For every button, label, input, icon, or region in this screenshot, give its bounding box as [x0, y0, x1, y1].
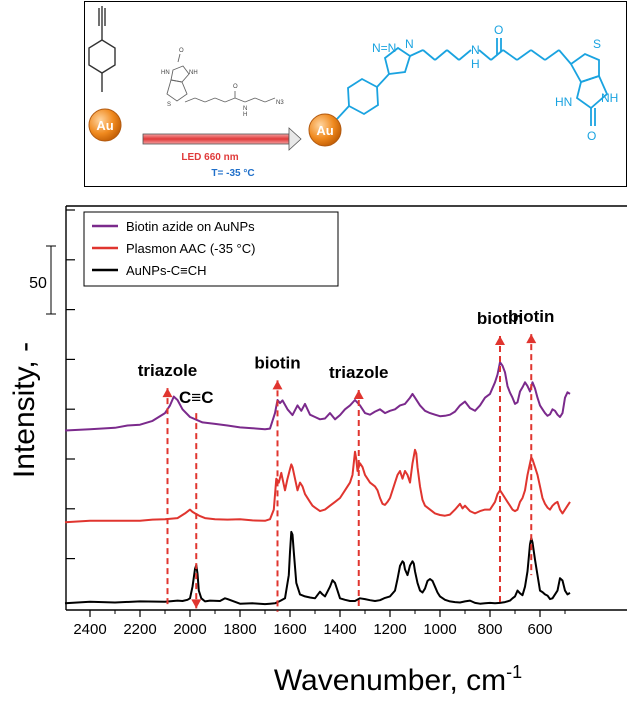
- reaction-arrow: [142, 127, 302, 151]
- thiophane-ring: [569, 52, 600, 84]
- annotation-arrowhead: [191, 599, 202, 609]
- product-atom-labels: N=N N N H O S HN NH O: [372, 23, 618, 143]
- reagent-atom-o2: O: [233, 84, 238, 90]
- x-axis-ticks: 2400 2200 2000 1800 1600 1400 1200 1000 800 600: [73, 610, 566, 638]
- triazole-ring: [383, 46, 412, 75]
- x-tick-label: 1200: [373, 621, 406, 638]
- reagent-atom-n3: N3: [276, 100, 284, 106]
- x-tick-label: 800: [477, 621, 502, 638]
- product-structure: [336, 38, 609, 126]
- au-label-right: Au: [316, 123, 333, 138]
- reaction-scheme: Au O HN NH S O N H N3: [84, 1, 627, 187]
- annotation-arrowhead: [495, 336, 505, 345]
- annotation-label: C≡C: [179, 388, 213, 407]
- legend: Biotin azide on AuNPs Plasmon AAC (-35 °C…: [83, 211, 339, 287]
- x-axis-label-superscript: -1: [506, 662, 522, 682]
- reagent-atom-o: O: [179, 48, 184, 54]
- au-label: Au: [96, 118, 113, 133]
- legend-label: Plasmon AAC (-35 °C): [126, 241, 255, 256]
- scale-bar-label: 50: [29, 275, 47, 292]
- reagent-atom-h: H: [243, 112, 247, 118]
- au-nanoparticle-right: Au: [308, 113, 342, 147]
- x-tick-label: 1400: [323, 621, 356, 638]
- ethynylbenzene-structure: [88, 6, 116, 92]
- annotation-label: biotin: [477, 309, 523, 328]
- x-tick-label: 600: [527, 621, 552, 638]
- au-nanoparticle-left: Au: [88, 108, 122, 142]
- product-atom-n: N: [405, 37, 414, 51]
- legend-label: AuNPs-C≡CH: [126, 263, 207, 278]
- product-atom-s: S: [593, 37, 601, 51]
- annotation-label: biotin: [254, 353, 300, 372]
- y-axis-ticks: [66, 209, 75, 560]
- x-tick-label: 2200: [123, 621, 156, 638]
- annotation-arrowhead: [353, 390, 364, 399]
- product-atom-n2: N: [471, 43, 480, 57]
- annotation-arrowhead: [162, 388, 173, 398]
- reagent-atom-nh: NH: [189, 70, 198, 76]
- reagent-atom-n: N: [243, 106, 247, 112]
- intensity-scale-bar: 50: [29, 245, 56, 315]
- y-axis-label: Intensity, -: [8, 342, 41, 478]
- led-wavelength-label: LED 660 nm: [181, 152, 238, 163]
- x-tick-label: 2000: [173, 621, 206, 638]
- reagent-atom-s: S: [167, 102, 171, 108]
- legend-box: [83, 211, 339, 287]
- reaction-scheme-svg: Au O HN NH S O N H N3: [88, 6, 618, 179]
- x-tick-label: 1600: [273, 621, 306, 638]
- annotation-arrowhead: [526, 334, 537, 344]
- biotin-azide-reagent: [166, 53, 276, 103]
- legend-label: Biotin azide on AuNPs: [126, 219, 255, 234]
- product-atom-n-eq: N=N: [372, 41, 396, 55]
- product-atom-o2: O: [587, 129, 596, 143]
- reagent-atom-hn: HN: [161, 70, 170, 76]
- series-line-2: [64, 530, 571, 606]
- imidazolidinone-ring: [575, 74, 609, 110]
- series-line-0: [64, 361, 571, 432]
- reagent-atom-labels: O HN NH S O N H N3: [161, 48, 284, 118]
- x-axis-label: Wavenumber, cm-1: [274, 662, 522, 697]
- annotation-label: biotin: [508, 307, 554, 326]
- x-axis-label-main: Wavenumber, cm: [274, 664, 506, 697]
- product-atom-hn: HN: [555, 95, 572, 109]
- series-layer: [64, 361, 571, 606]
- x-tick-label: 2400: [73, 621, 106, 638]
- x-tick-label: 1000: [423, 621, 456, 638]
- product-atom-o: O: [494, 23, 503, 37]
- temperature-label: T= -35 °C: [211, 168, 254, 179]
- product-atom-h: H: [471, 57, 480, 71]
- plot-frame: [65, 205, 627, 611]
- annotation-label: triazole: [329, 363, 389, 382]
- annotation-label: triazole: [138, 361, 198, 380]
- series-line-1: [64, 448, 571, 524]
- product-atom-nh: NH: [601, 91, 618, 105]
- annotation-arrowhead: [272, 380, 283, 390]
- x-tick-label: 1800: [223, 621, 256, 638]
